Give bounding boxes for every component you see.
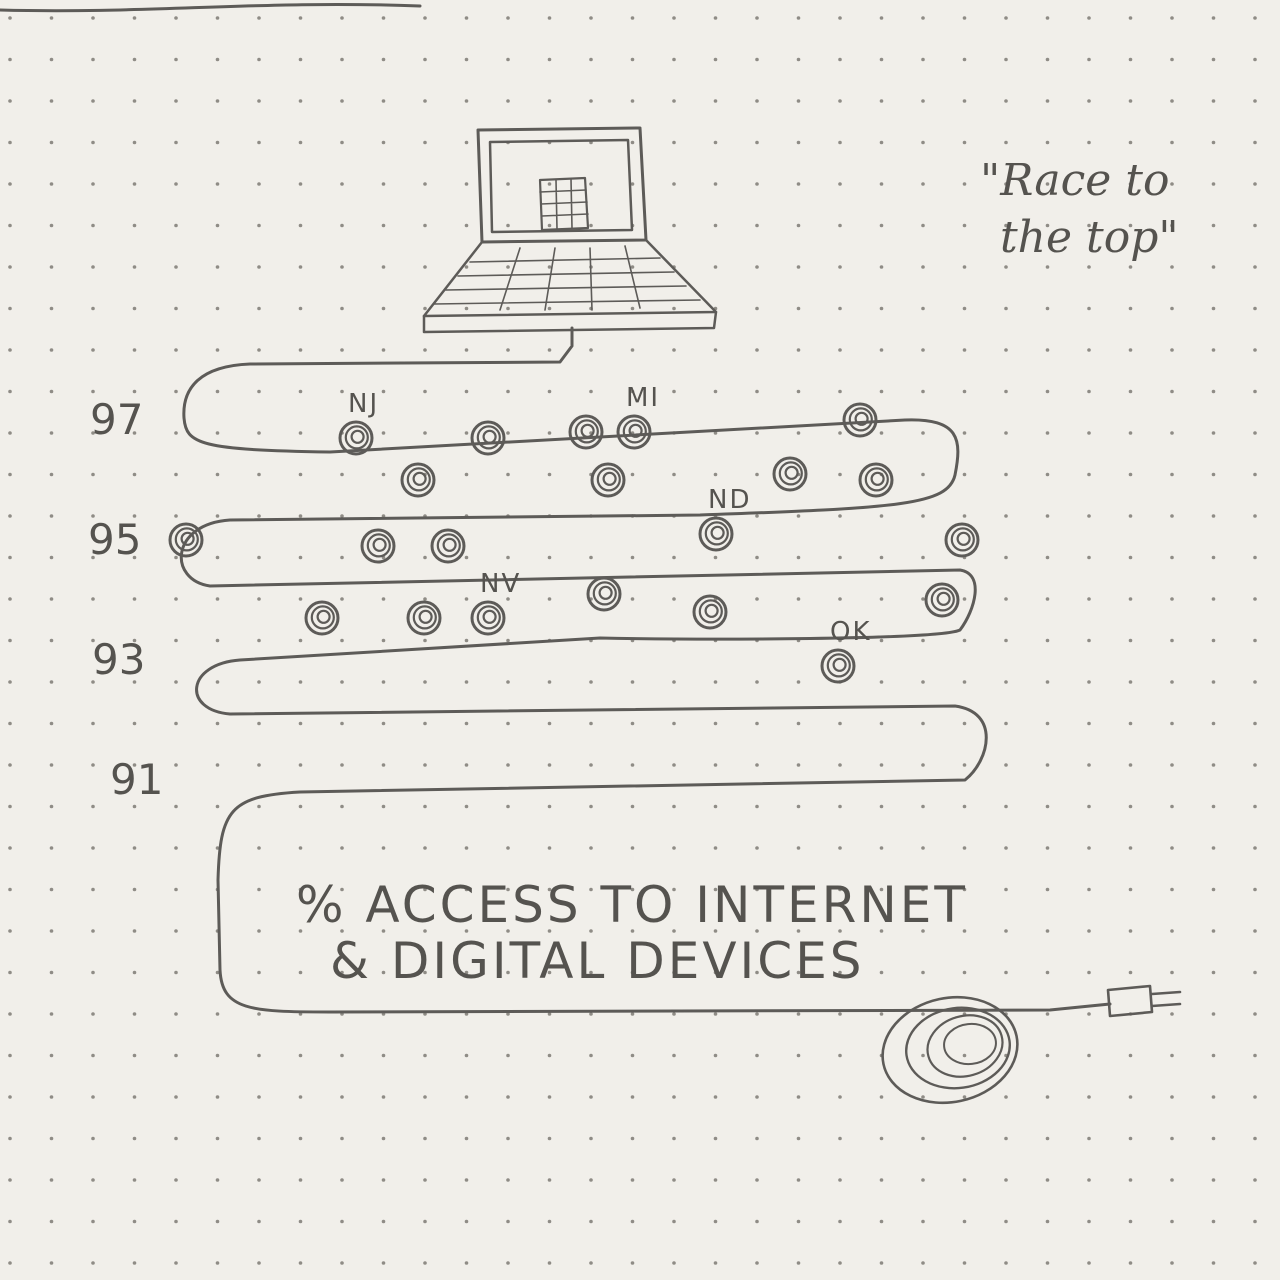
title-line-2: the top" [1000,212,1179,263]
y-tick-label-91: 91 [110,755,163,804]
state-marker [858,462,894,498]
state-marker [400,462,436,498]
caption-line-1: % ACCESS TO INTERNET [296,876,968,934]
state-marker [944,522,980,558]
laptop-cable [179,326,1112,1014]
spreadsheet-icon [538,176,590,232]
state-marker [590,462,626,498]
y-axis: 97 95 93 91 [88,395,163,804]
y-tick-label-97: 97 [90,395,143,444]
state-marker [168,522,204,558]
state-marker [568,414,604,450]
state-marker [304,600,340,636]
state-marker-ok [820,648,856,684]
state-marker-nj [338,420,374,456]
y-tick-label-95: 95 [88,515,141,564]
cord-coil-icon [881,995,1019,1105]
state-marker [842,402,878,438]
state-marker [360,528,396,564]
title-line-1: "Race to [980,155,1169,206]
state-marker-nd [698,516,734,552]
caption-line-2: & DIGITAL DEVICES [330,932,865,990]
state-marker [430,528,466,564]
state-marker [772,456,808,492]
state-marker [692,594,728,630]
state-label-mi: MI [626,383,660,413]
state-label-nv: NV [480,569,521,599]
state-label-nd: ND [708,485,751,515]
state-marker [406,600,442,636]
state-label-ok: OK [830,617,872,647]
laptop-icon [422,126,718,334]
state-marker [586,576,622,612]
power-plug-icon [1106,984,1182,1018]
state-label-nj: NJ [348,389,379,419]
previous-sketch-stroke [0,2,422,13]
y-tick-label-93: 93 [92,635,145,684]
axis-caption: % ACCESS TO INTERNET & DIGITAL DEVICES [296,876,968,990]
state-marker [470,420,506,456]
chart-title: "Race to the top" [980,155,1179,263]
state-markers: NJ MI ND NV OK [168,383,980,684]
state-marker-nv [470,600,506,636]
state-marker-mi [616,414,652,450]
state-marker [924,582,960,618]
